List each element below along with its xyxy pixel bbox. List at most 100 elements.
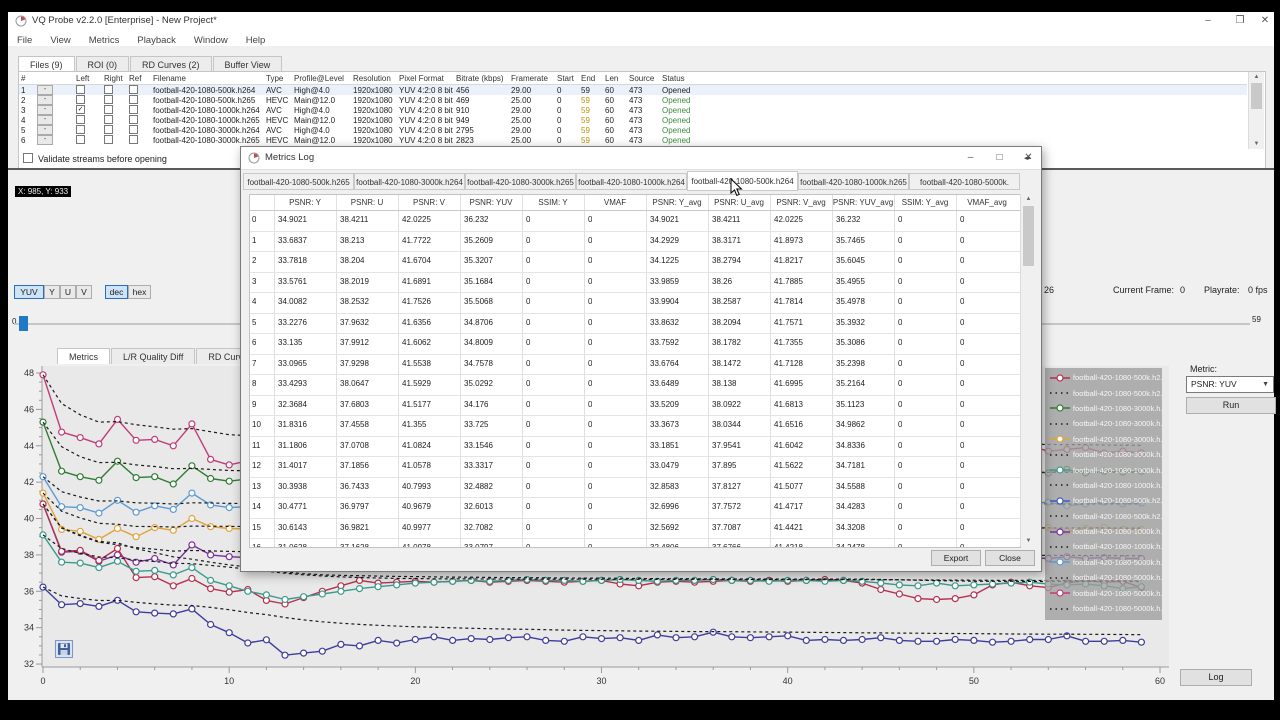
dialog-maximize-button[interactable]: □ (996, 152, 1003, 163)
dialog-close-button[interactable]: ✕ (1024, 152, 1033, 163)
close-button[interactable]: ✕ (1260, 15, 1270, 26)
legend-item[interactable]: football-420-1080-3000k.h... (1049, 401, 1162, 416)
files-table-row[interactable]: 6 - football-420-1080-3000k.h265 HEVC Main@1… (19, 135, 1247, 145)
dialog-tab-6[interactable]: football-420-1080-5000k. (909, 173, 1020, 190)
export-button[interactable]: Export (931, 550, 981, 566)
remove-file-button[interactable]: - (37, 95, 53, 105)
checkbox-icon[interactable] (23, 153, 33, 163)
validate-streams-checkbox[interactable]: Validate streams before opening (23, 153, 167, 164)
legend-item[interactable]: football-420-1080-500k.h2... (1049, 370, 1162, 385)
files-scroll-thumb[interactable] (1251, 83, 1262, 109)
right-checkbox[interactable] (104, 95, 113, 104)
right-checkbox[interactable] (104, 85, 113, 94)
legend-item[interactable]: football-420-1080-1000k.h... (1049, 539, 1162, 554)
menu-item-view[interactable]: View (50, 35, 71, 46)
right-checkbox[interactable] (104, 105, 113, 114)
files-table-row[interactable]: 3 - ✓ football-420-1080-1000k.h264 AVC High@4… (19, 105, 1247, 115)
dialog-tab-5[interactable]: football-420-1080-1000k.h265 (798, 173, 909, 190)
legend-item[interactable]: football-420-1080-1000k.h... (1049, 478, 1162, 493)
menu-item-playback[interactable]: Playback (137, 35, 176, 46)
remove-file-button[interactable]: - (37, 125, 53, 135)
playback-slider-handle[interactable] (19, 316, 28, 331)
files-table-row[interactable]: 4 - football-420-1080-1000k.h265 HEVC Main@1… (19, 115, 1247, 125)
dialog-tab-2[interactable]: football-420-1080-3000k.h265 (465, 173, 576, 190)
metrics-cell: 34.2478 (836, 543, 865, 548)
run-button[interactable]: Run (1186, 397, 1276, 414)
channel-button-yuv[interactable]: YUV (14, 285, 44, 299)
tab-files-9-[interactable]: Files (9) (18, 56, 75, 72)
legend-item[interactable]: football-420-1080-500k.h2... (1049, 509, 1162, 524)
metric-select[interactable]: PSNR: YUV ▼ (1186, 376, 1274, 393)
metrics-cell: 38.4211 (340, 215, 369, 224)
format-button-dec[interactable]: dec (105, 285, 128, 299)
legend-item[interactable]: football-420-1080-1000k.h... (1049, 524, 1162, 539)
legend-item[interactable]: football-420-1080-3000k.h... (1049, 416, 1162, 431)
ref-checkbox[interactable] (129, 95, 138, 104)
right-checkbox[interactable] (104, 125, 113, 134)
tab-buffer-view[interactable]: Buffer View (212, 56, 283, 72)
ref-checkbox[interactable] (129, 125, 138, 134)
close-dialog-button[interactable]: Close (985, 550, 1035, 566)
dialog-tab-4[interactable]: football-420-1080-500k.h264 (687, 171, 798, 191)
remove-file-button[interactable]: - (37, 105, 53, 115)
remove-file-button[interactable]: - (37, 135, 53, 145)
menu-item-window[interactable]: Window (193, 35, 228, 46)
metrics-table-scrollbar[interactable]: ▲ ▼ (1020, 194, 1036, 546)
metrics-cell: 0 (960, 399, 965, 409)
legend-item[interactable]: football-420-1080-5000k.h... (1049, 585, 1162, 600)
left-checkbox[interactable]: ✓ (76, 105, 85, 114)
legend-item[interactable]: football-420-1080-3000k.h... (1049, 447, 1162, 462)
remove-file-button[interactable]: - (37, 115, 53, 125)
channel-button-v[interactable]: V (76, 285, 92, 299)
metrics-scroll-thumb[interactable] (1023, 206, 1034, 266)
legend-item[interactable]: football-420-1080-500k.h2... (1049, 385, 1162, 400)
legend-item[interactable]: football-420-1080-3000k.h... (1049, 432, 1162, 447)
left-checkbox[interactable] (76, 115, 85, 124)
metrics-cell: 0 (898, 297, 903, 306)
left-checkbox[interactable] (76, 95, 85, 104)
left-checkbox[interactable] (76, 125, 85, 134)
dialog-tab-1[interactable]: football-420-1080-3000k.h264 (354, 173, 465, 190)
legend-item[interactable]: football-420-1080-5000k.h... (1049, 601, 1162, 616)
log-button[interactable]: Log (1180, 669, 1252, 686)
legend-item[interactable]: football-420-1080-500k.h2... (1049, 493, 1162, 508)
save-chart-button[interactable] (55, 640, 73, 658)
files-table-scrollbar[interactable]: ▲ ▼ (1248, 72, 1264, 149)
menu-item-metrics[interactable]: Metrics (88, 35, 120, 46)
channel-button-u[interactable]: U (60, 285, 76, 299)
minimize-button[interactable]: – (1205, 15, 1211, 26)
tab-metrics[interactable]: Metrics (57, 348, 110, 364)
left-checkbox[interactable] (76, 135, 85, 144)
legend-item[interactable]: football-420-1080-5000k.h... (1049, 555, 1162, 570)
left-checkbox[interactable] (76, 85, 85, 94)
files-table-row[interactable]: 1 - football-420-1080-500k.h264 AVC High@4.0… (19, 85, 1247, 95)
files-table-row[interactable]: 2 - football-420-1080-500k.h265 HEVC Main@12… (19, 95, 1247, 105)
tab-roi-0-[interactable]: ROI (0) (75, 56, 130, 72)
scroll-up-icon[interactable]: ▲ (1025, 196, 1032, 202)
scroll-up-icon[interactable]: ▲ (1253, 74, 1260, 80)
ref-checkbox[interactable] (129, 105, 138, 114)
remove-file-button[interactable]: - (37, 85, 53, 95)
tab-l-r-quality-diff[interactable]: L/R Quality Diff (111, 348, 196, 364)
scroll-down-icon[interactable]: ▼ (1253, 141, 1260, 147)
dialog-minimize-button[interactable]: – (967, 152, 974, 163)
right-checkbox[interactable] (104, 115, 113, 124)
channel-button-y[interactable]: Y (44, 285, 60, 299)
metrics-cell: 41.6995 (774, 379, 803, 388)
right-checkbox[interactable] (104, 135, 113, 144)
menu-item-help[interactable]: Help (245, 35, 266, 46)
dialog-tab-0[interactable]: football-420-1080-500k.h265 (243, 173, 354, 190)
legend-item[interactable]: football-420-1080-5000k.h... (1049, 570, 1162, 585)
restore-button[interactable]: ❐ (1235, 15, 1245, 26)
ref-checkbox[interactable] (129, 115, 138, 124)
format-button-hex[interactable]: hex (128, 285, 151, 299)
tab-scroll-arrows-icon[interactable]: ◂▸ (1024, 155, 1032, 162)
scroll-down-icon[interactable]: ▼ (1025, 538, 1032, 544)
ref-checkbox[interactable] (129, 135, 138, 144)
legend-item[interactable]: football-420-1080-1000k.h... (1049, 462, 1162, 477)
menu-item-file[interactable]: File (17, 35, 33, 46)
ref-checkbox[interactable] (129, 85, 138, 94)
tab-rd-curves-2-[interactable]: RD Curves (2) (130, 56, 212, 72)
files-table-row[interactable]: 5 - football-420-1080-3000k.h264 AVC High@4.… (19, 125, 1247, 135)
dialog-tab-3[interactable]: football-420-1080-1000k.h264 (576, 173, 687, 190)
